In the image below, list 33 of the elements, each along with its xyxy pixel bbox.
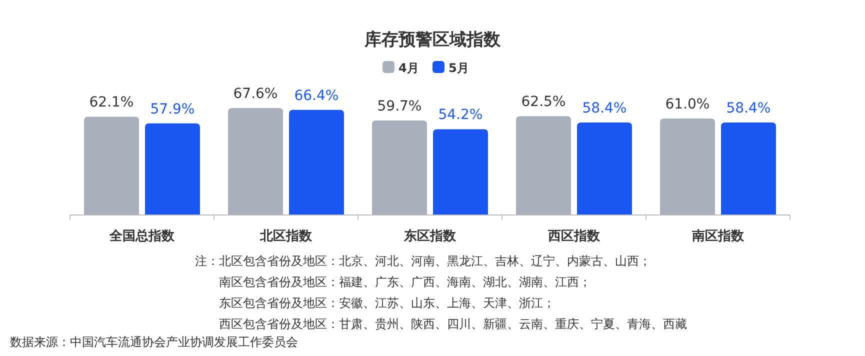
x-tick-label: 西区指数 bbox=[547, 229, 601, 244]
data-label: 62.5% bbox=[521, 94, 566, 110]
bar bbox=[145, 123, 200, 215]
text: 东区包含省份及地区：安徽、江苏、山东、上海、天津、浙江； bbox=[219, 296, 555, 310]
text: 注：北区包含省份及地区：北京、河北、河南、黑龙江、吉林、辽宁、内蒙古、山西； bbox=[195, 254, 651, 268]
bar bbox=[577, 122, 632, 215]
bar bbox=[228, 108, 283, 215]
chart-title: 库存预警区域指数 bbox=[364, 30, 502, 50]
legend-label: 5月 bbox=[448, 61, 469, 75]
data-label: 54.2% bbox=[438, 107, 483, 124]
x-tick-label: 北区指数 bbox=[259, 229, 313, 244]
legend-label: 4月 bbox=[398, 61, 419, 75]
x-tick-label: 南区指数 bbox=[691, 229, 745, 244]
x-tick-label: 全国总指数 bbox=[108, 228, 176, 244]
bar bbox=[660, 118, 715, 215]
data-label: 61.0% bbox=[665, 96, 710, 112]
bar bbox=[433, 129, 488, 215]
text: 南区包含省份及地区：福建、广东、广西、海南、湖北、湖南、江西； bbox=[219, 275, 591, 289]
data-label: 58.4% bbox=[726, 100, 771, 117]
bar bbox=[84, 116, 139, 215]
text: 西区包含省份及地区：甘肃、贵州、陕西、四川、新疆、云南、重庆、宁夏、青海、西藏 bbox=[219, 317, 687, 331]
bar bbox=[516, 116, 571, 215]
data-label: 67.6% bbox=[233, 86, 278, 102]
source-note: 数据来源：中国汽车流通协会产业协调发展工作委员会 bbox=[10, 335, 298, 349]
data-label: 58.4% bbox=[582, 100, 627, 117]
bar bbox=[721, 122, 776, 215]
x-tick-label: 东区指数 bbox=[403, 228, 457, 244]
data-label: 57.9% bbox=[150, 101, 195, 118]
bar bbox=[289, 110, 344, 215]
data-label: 66.4% bbox=[294, 88, 339, 104]
data-label: 59.7% bbox=[377, 98, 422, 115]
bar bbox=[372, 120, 427, 215]
data-label: 62.1% bbox=[89, 94, 134, 111]
